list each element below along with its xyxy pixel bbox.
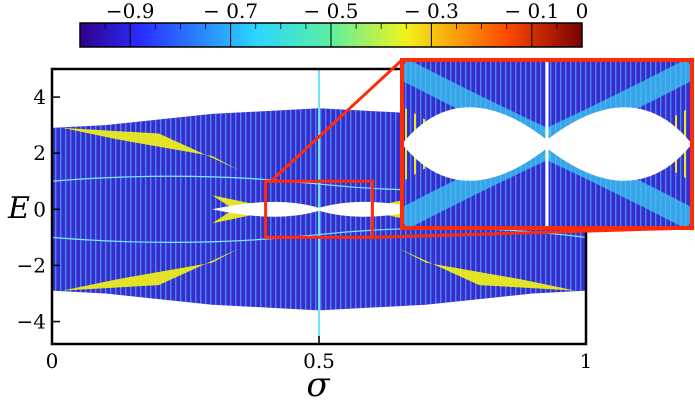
x-tick-label: 0.5	[303, 349, 335, 373]
y-tick-label: 4	[33, 85, 46, 109]
colorbar-tick-label: − 0.7	[203, 0, 258, 23]
colorbar-tick-label: − 0.5	[304, 0, 359, 23]
colorbar-tick-label: 0	[576, 0, 589, 23]
colorbar: −0.9 − 0.7 − 0.5 − 0.3 − 0.1 0	[79, 0, 589, 48]
lobe-2	[62, 248, 239, 291]
y-tick-label: 2	[33, 141, 46, 165]
colorbar-tick-label: −0.9	[106, 0, 155, 23]
y-axis-label: E	[7, 191, 30, 226]
colorbar-tick-label: − 0.1	[504, 0, 559, 23]
y-tick-label: −4	[17, 310, 46, 334]
inset-frame	[400, 58, 694, 230]
colorbar-ticks: −0.9 − 0.7 − 0.5 − 0.3 − 0.1 0	[104, 0, 589, 47]
zoom-selection-box	[264, 179, 374, 239]
lobe-3	[399, 248, 576, 291]
x-tick-label: 0	[46, 349, 59, 373]
colorbar-tick-label: − 0.3	[404, 0, 459, 23]
inset-heatmap	[402, 60, 694, 229]
zoom-inset	[400, 58, 694, 230]
lobe-0	[62, 127, 239, 171]
zoom-connector-top	[269, 58, 404, 183]
y-axis-ticks: −4 −2 0 2 4	[17, 85, 60, 334]
x-tick-label: 1	[580, 349, 593, 373]
y-tick-label: 0	[33, 197, 46, 221]
x-axis-label: σ	[306, 365, 330, 402]
y-tick-label: −2	[17, 253, 46, 277]
x-axis-ticks: 0 0.5 1	[46, 336, 593, 373]
